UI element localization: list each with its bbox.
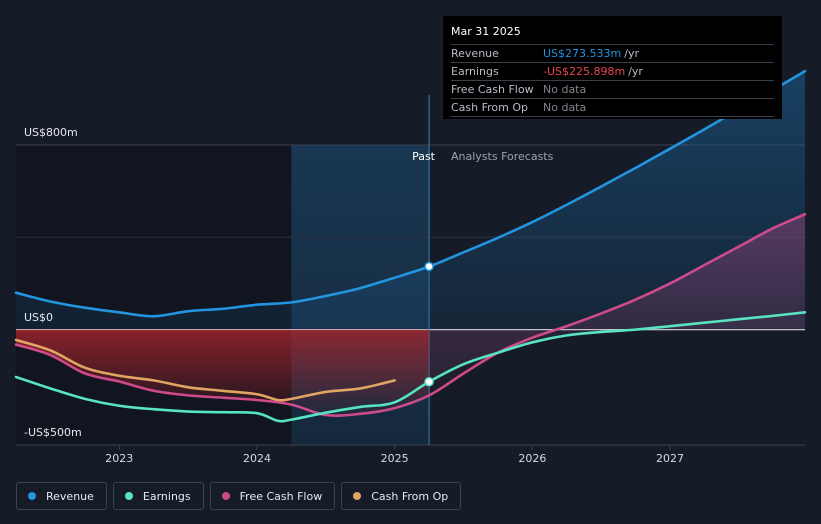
x-tick-label: 2023 [105,452,133,465]
x-tick-label: 2027 [656,452,684,465]
tooltip: Mar 31 2025 Revenue US$273.533m /yr Earn… [443,16,782,119]
earnings-highlight-point [424,377,434,387]
revenue-dot-icon [28,492,36,500]
tooltip-label: Earnings [451,65,499,78]
forecast-earnings-area [429,312,805,382]
earnings-line [14,311,807,423]
legend-item-earnings[interactable]: Earnings [112,482,204,510]
tooltip-label: Revenue [451,47,499,60]
tooltip-unit: /yr [624,47,639,60]
cash-from-op-line [14,338,396,402]
tooltip-value: No data [543,83,587,96]
tooltip-label: Cash From Op [451,101,529,114]
tooltip-row-free-cash-flow: Free Cash Flow No data [451,81,774,99]
x-tick-label: 2024 [243,452,271,465]
x-tick-label: 2025 [381,452,409,465]
legend-label: Revenue [46,489,94,503]
earnings-dot-icon [124,492,133,500]
legend-item-revenue[interactable]: Revenue [16,482,107,510]
forecast-label: Analysts Forecasts [451,150,554,163]
y-label-bottom: -US$500m [24,426,82,439]
legend-label: Earnings [142,489,191,503]
revenue-area [16,71,805,330]
y-label-zero: US$0 [24,311,53,324]
legend: Revenue Earnings Free Cash Flow Cash Fro… [16,482,462,510]
tooltip-row-cash-from-op: Cash From Op No data [451,99,774,117]
past-label: Past [412,150,436,163]
tooltip-value: -US$225.898m [543,65,626,78]
tooltip-date: Mar 31 2025 [451,24,774,45]
free-cash-flow-line [14,212,807,417]
legend-item-free-cash-flow[interactable]: Free Cash Flow [209,482,336,510]
tooltip-value: No data [543,101,587,114]
cash-from-op-dot-icon [353,492,362,500]
legend-label: Free Cash Flow [239,489,323,503]
tooltip-unit: /yr [628,65,643,78]
tooltip-label: Free Cash Flow [451,83,534,96]
revenue-line [14,69,807,318]
revenue-highlight-point [424,261,434,272]
tooltip-row-revenue: Revenue US$273.533m /yr [451,45,774,63]
legend-label: Cash From Op [371,489,449,503]
tooltip-row-earnings: Earnings -US$225.898m /yr [451,63,774,81]
free-cash-flow-dot-icon [221,492,230,500]
y-label-top: US$800m [24,126,78,139]
x-tick-label: 2026 [518,452,546,465]
legend-item-cash-from-op[interactable]: Cash From Op [341,482,462,510]
past-negative-area [16,329,430,416]
tooltip-value: US$273.533m [543,47,622,60]
